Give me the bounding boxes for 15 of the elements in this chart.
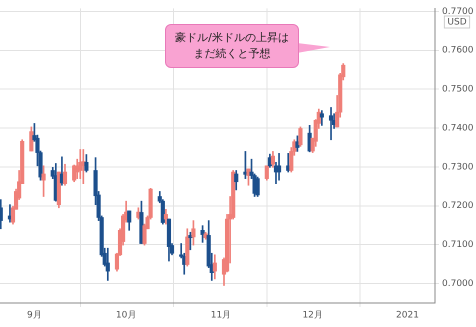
x-tick-label: 10月 (116, 310, 136, 321)
x-tick-label: 9月 (27, 310, 42, 321)
y-tick-label: 0.7200 (442, 201, 474, 212)
y-tick-label: 0.7100 (442, 240, 474, 250)
y-tick-label: 0.7700 (442, 6, 474, 17)
x-tick-label: 11月 (210, 310, 232, 321)
annotation: 豪ドル/米ドルの上昇はまだ続くと予想 (165, 24, 299, 68)
y-axis-title: USD (447, 17, 467, 28)
y-tick-label: 0.7600 (442, 46, 474, 56)
y-tick-label: 0.7300 (442, 162, 474, 172)
x-tick-label: 2021 (396, 310, 419, 321)
y-tick-label: 0.7400 (442, 123, 474, 134)
x-tick-label: 12月 (302, 310, 323, 321)
y-tick-label: 0.7000 (442, 278, 474, 289)
y-tick-label: 0.7500 (442, 84, 474, 95)
